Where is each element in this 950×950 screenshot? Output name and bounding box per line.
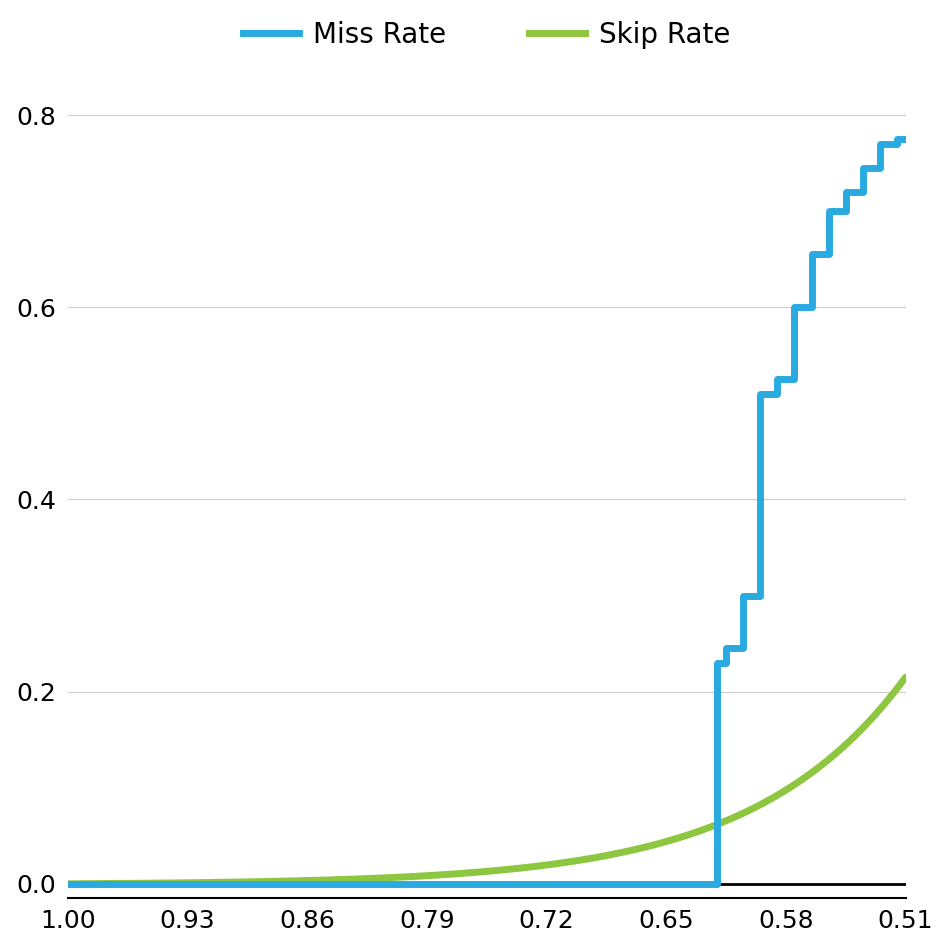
Legend: Miss Rate, Skip Rate: Miss Rate, Skip Rate — [232, 10, 741, 60]
